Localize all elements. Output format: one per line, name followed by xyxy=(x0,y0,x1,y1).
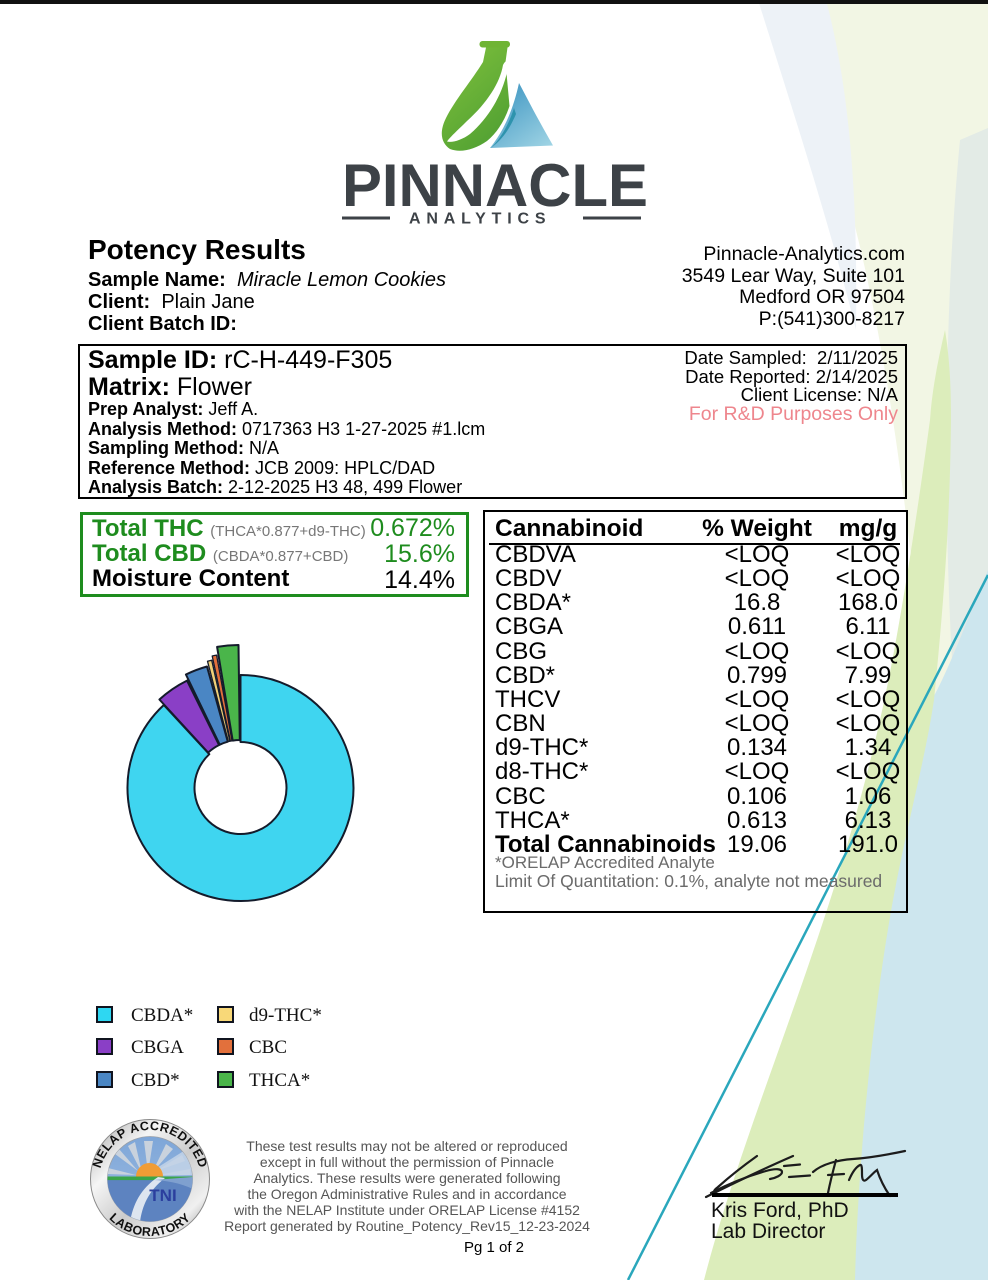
svg-text:TNI: TNI xyxy=(149,1186,176,1205)
svg-text:PINNACLE: PINNACLE xyxy=(342,152,648,219)
svg-text:ANALYTICS: ANALYTICS xyxy=(409,211,551,228)
